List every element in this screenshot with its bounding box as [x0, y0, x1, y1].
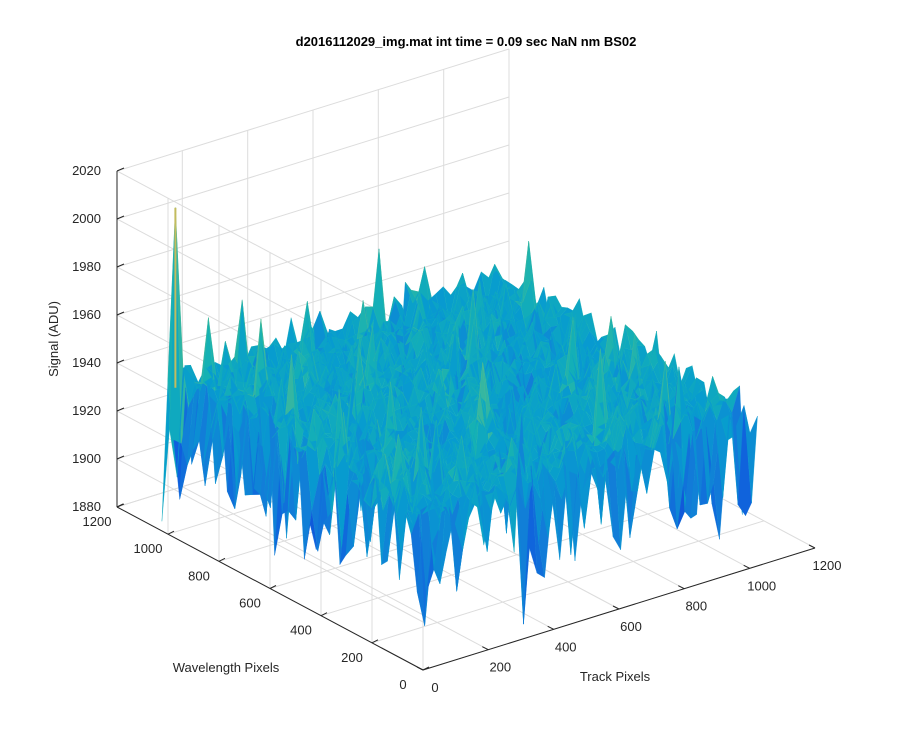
z-tick-label: 1940	[72, 355, 101, 370]
z-tick-label: 2000	[72, 211, 101, 226]
x-tick-label: 400	[555, 639, 577, 654]
labels: 0 200 400 600 800 1000 1200 0 200 400 600 800 1000 12…	[72, 163, 841, 695]
x-tick-label: 600	[620, 619, 642, 634]
chart-title: d2016112029_img.mat int time = 0.09 sec …	[296, 34, 637, 49]
axes	[116, 167, 816, 671]
z-tick	[116, 359, 125, 364]
x-tick	[743, 564, 750, 569]
y-tick-label: 200	[341, 650, 363, 665]
x-tick-label: 800	[685, 599, 707, 614]
z-tick	[116, 215, 125, 220]
x-tick	[808, 544, 816, 549]
surface-patch	[743, 405, 758, 503]
y-axis-label: Wavelength Pixels	[173, 660, 280, 675]
z-tick	[116, 455, 125, 460]
y-tick	[371, 639, 379, 644]
x-tick	[678, 585, 685, 590]
x-tick-label: 0	[431, 680, 438, 695]
y-tick-label: 600	[239, 596, 261, 611]
z-tick	[116, 263, 125, 268]
x-tick	[612, 605, 620, 610]
z-axis-label: Signal (ADU)	[46, 301, 61, 377]
z-tick-label: 2020	[72, 163, 101, 178]
y-tick-label: 800	[188, 568, 210, 583]
y-tick	[167, 530, 175, 535]
grid-line	[320, 493, 714, 617]
x-tick	[482, 646, 489, 651]
y-tick	[422, 666, 430, 671]
grid-line	[371, 520, 765, 644]
z-tick	[116, 407, 125, 412]
x-tick-label: 1200	[813, 558, 842, 573]
x-tick	[547, 625, 554, 630]
y-tick-label: 1000	[134, 541, 163, 556]
surface	[161, 207, 758, 626]
x-tick	[416, 666, 424, 671]
z-tick-label: 1960	[72, 307, 101, 322]
y-tick-label: 1200	[83, 514, 112, 529]
z-tick-label: 1880	[72, 499, 101, 514]
y-tick	[269, 585, 277, 589]
z-tick-label: 1920	[72, 403, 101, 418]
x-tick-label: 200	[489, 660, 511, 675]
y-tick-label: 0	[399, 677, 406, 692]
z-tick-label: 1900	[72, 451, 101, 466]
y-tick	[320, 612, 328, 617]
z-tick-label: 1980	[72, 259, 101, 274]
y-tick	[218, 557, 226, 562]
z-tick	[116, 167, 125, 172]
z-tick	[116, 503, 125, 508]
y-tick-label: 400	[290, 623, 312, 638]
z-tick	[116, 311, 125, 316]
x-axis-label: Track Pixels	[580, 669, 651, 684]
x-tick-label: 1000	[747, 578, 776, 593]
